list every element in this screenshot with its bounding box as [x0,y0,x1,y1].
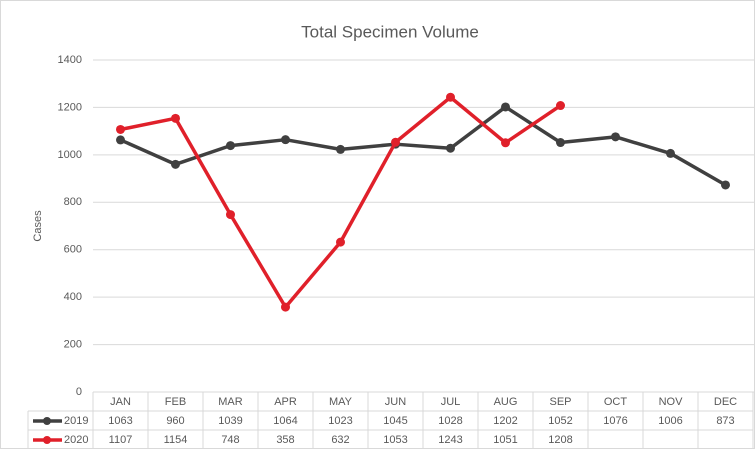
point [336,237,345,247]
legend-label: 2019 [64,415,88,427]
table-value: 1107 [109,434,133,446]
x-tick-label: NOV [659,396,684,408]
table-value: 1053 [383,434,407,446]
table-value: 358 [276,434,294,446]
table-value: 1076 [603,415,627,427]
point [611,132,620,142]
x-tick-label: JUN [385,396,406,408]
table-value: 1063 [108,415,132,427]
point [116,135,125,145]
table-value: 1208 [548,434,572,446]
y-tick-label: 1400 [58,54,82,66]
y-tick-label: 0 [76,386,82,398]
y-tick-label: 800 [64,196,82,208]
x-tick-label: APR [274,396,297,408]
table-value: 748 [221,434,239,446]
legend-marker [43,417,51,425]
x-tick-label: OCT [604,396,628,408]
point [721,180,730,190]
legend-label: 2020 [64,434,88,446]
x-tick-label: MAR [218,396,243,408]
chart-title: Total Specimen Volume [301,22,479,41]
point [281,135,290,145]
x-tick-label: SEP [549,396,571,408]
point [446,143,455,153]
point [556,138,565,148]
point [336,144,345,154]
y-tick-label: 600 [64,244,82,256]
table-value: 1028 [438,415,462,427]
table-value: 960 [166,415,184,427]
table-value: 1202 [493,415,517,427]
x-tick-label: AUG [494,396,518,408]
series-line [119,105,727,187]
table-value: 1052 [548,415,572,427]
y-tick-label: 1000 [58,149,82,161]
point [501,138,510,148]
table-value: 1051 [493,434,517,446]
table-value: 1243 [438,434,462,446]
x-tick-label: MAY [329,396,353,408]
x-tick-label: JUL [441,396,461,408]
table-value: 1023 [328,415,352,427]
point [226,210,235,220]
point [556,101,565,111]
point [446,92,455,102]
y-tick-label: 200 [64,338,82,350]
table-value: 632 [331,434,349,446]
x-tick-label: DEC [714,396,737,408]
point [116,124,125,134]
table-value: 1039 [218,415,242,427]
table-value: 1006 [658,415,682,427]
point [666,148,675,158]
table-value: 1045 [383,415,407,427]
point [171,113,180,123]
point [281,302,290,312]
x-tick-label: JAN [110,396,131,408]
y-tick-label: 400 [64,291,82,303]
legend-marker [43,436,51,444]
y-tick-label: 1200 [58,101,82,113]
table-value: 1064 [273,415,297,427]
point [171,159,180,169]
point [391,137,400,147]
table-value: 1154 [164,434,188,446]
x-tick-label: FEB [165,396,186,408]
point [226,141,235,151]
table-value: 873 [716,415,734,427]
y-axis-label: Cases [32,210,44,242]
point [501,102,510,112]
